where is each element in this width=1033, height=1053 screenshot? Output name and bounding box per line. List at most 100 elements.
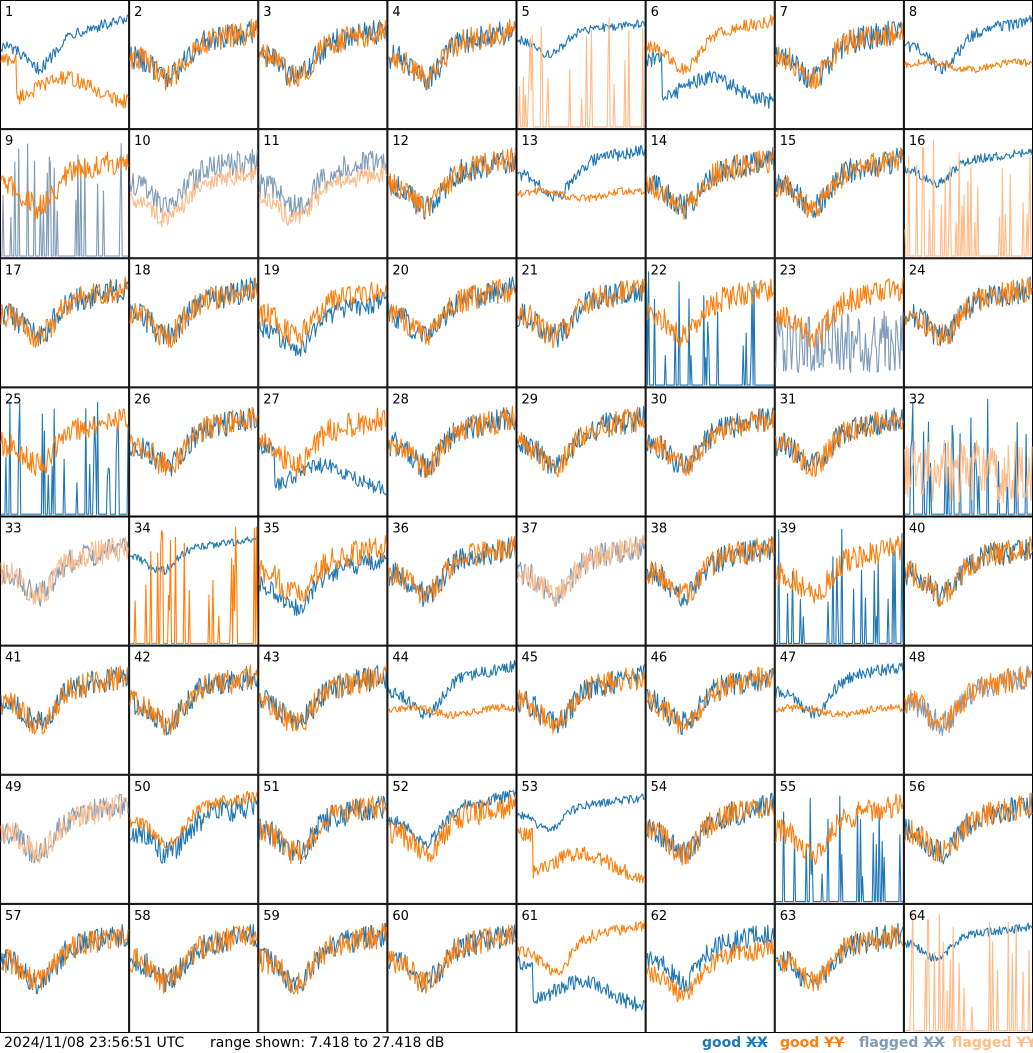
panel-59: 59 xyxy=(258,903,388,1033)
panel-label: 33 xyxy=(5,522,22,537)
series-yy-line xyxy=(904,439,1033,504)
panel-23: 23 xyxy=(774,258,904,388)
panel-label: 25 xyxy=(5,392,22,407)
series-xx-line xyxy=(516,793,645,833)
panel-label: 12 xyxy=(392,134,409,149)
panel-frame xyxy=(387,387,517,517)
series-xx-line xyxy=(516,536,646,607)
panel-frame xyxy=(387,516,517,646)
series-yy-line xyxy=(129,790,258,850)
panel-label: 37 xyxy=(522,522,539,537)
series-xx-line xyxy=(904,148,1033,189)
panel-25: 25 xyxy=(0,387,130,517)
series-yy-line xyxy=(775,21,904,90)
series-yy-line xyxy=(646,537,775,604)
panel-label: 39 xyxy=(780,522,797,537)
panel-label: 44 xyxy=(392,651,409,666)
panel-frame xyxy=(387,129,517,259)
series-xx-line xyxy=(646,271,774,386)
series-yy-line xyxy=(129,664,258,736)
panel-22: 22 xyxy=(645,258,775,388)
panel-label: 26 xyxy=(134,392,151,407)
series-yy-line xyxy=(0,536,129,606)
series-yy-line xyxy=(646,407,775,477)
series-yy-line xyxy=(904,912,1032,1032)
series-yy-line xyxy=(904,58,1033,74)
panel-53: 53 xyxy=(516,774,646,904)
panel-label: 42 xyxy=(134,651,151,666)
panel-label: 31 xyxy=(780,392,797,407)
series-yy-line xyxy=(646,14,775,75)
panel-label: 21 xyxy=(522,263,539,278)
series-xx-line xyxy=(387,147,517,220)
series-yy-line xyxy=(387,278,517,346)
panel-20: 20 xyxy=(387,258,517,388)
panel-1: 1 xyxy=(0,0,130,130)
series-yy-line xyxy=(387,535,517,604)
series-yy-line xyxy=(646,797,775,866)
series-yy-line xyxy=(0,151,129,220)
panel-49: 49 xyxy=(0,774,130,904)
series-yy-line xyxy=(775,277,904,349)
panel-38: 38 xyxy=(645,516,775,646)
panel-16: 16 xyxy=(903,129,1033,259)
panel-56: 56 xyxy=(903,774,1033,904)
series-yy-line xyxy=(388,18,517,90)
panel-27: 27 xyxy=(258,387,388,517)
panel-label: 40 xyxy=(909,522,926,537)
panel-label: 27 xyxy=(263,392,280,407)
panel-13: 13 xyxy=(516,129,646,259)
panel-9: 9 xyxy=(0,129,130,259)
panel-34: 34 xyxy=(129,516,259,646)
series-yy-line xyxy=(516,919,646,976)
panel-frame xyxy=(129,0,259,130)
panel-frame xyxy=(774,129,904,259)
series-xx-line xyxy=(258,291,387,357)
series-yy-line xyxy=(516,278,646,349)
panel-frame xyxy=(387,903,517,1033)
panel-frame xyxy=(258,774,388,904)
series-yy-line xyxy=(130,526,258,644)
series-xx-line xyxy=(0,14,129,75)
panel-35: 35 xyxy=(258,516,388,646)
panel-62: 62 xyxy=(645,903,775,1033)
series-yy-line xyxy=(517,17,645,128)
series-xx-line xyxy=(904,398,1032,515)
series-xx-line xyxy=(258,552,387,617)
series-yy-line xyxy=(775,535,904,604)
panel-48: 48 xyxy=(903,645,1033,775)
series-xx-line xyxy=(775,795,903,903)
series-yy-line xyxy=(387,147,517,218)
series-xx-line xyxy=(904,15,1033,75)
panel-label: 7 xyxy=(780,5,788,20)
series-yy-line xyxy=(646,278,775,349)
panel-label: 18 xyxy=(134,263,151,278)
panel-label: 32 xyxy=(909,392,926,407)
panel-label: 13 xyxy=(522,134,539,149)
panel-label: 14 xyxy=(651,134,668,149)
panel-33: 33 xyxy=(0,516,130,646)
series-yy-line xyxy=(904,666,1033,731)
panel-5: 5 xyxy=(516,0,646,130)
panel-label: 48 xyxy=(909,651,926,666)
panel-24: 24 xyxy=(903,258,1033,388)
series-xx-line xyxy=(258,150,387,218)
legend-flagged-yy: flagged YY xyxy=(952,1035,1033,1051)
panel-label: 61 xyxy=(522,909,539,924)
panel-label: 34 xyxy=(134,522,151,537)
series-xx-line xyxy=(1,401,129,515)
series-yy-line xyxy=(258,164,387,227)
panel-label: 41 xyxy=(5,651,22,666)
panel-29: 29 xyxy=(516,387,646,517)
panel-label: 47 xyxy=(780,651,797,666)
series-yy-line xyxy=(646,666,774,735)
series-xx-line xyxy=(516,955,646,1012)
series-xx-line xyxy=(129,924,258,993)
panel-50: 50 xyxy=(129,774,259,904)
series-yy-line xyxy=(516,406,646,478)
panel-60: 60 xyxy=(387,903,517,1033)
panel-label: 58 xyxy=(134,909,151,924)
series-yy-line xyxy=(258,19,387,87)
panel-label: 24 xyxy=(909,263,926,278)
panel-label: 60 xyxy=(392,909,409,924)
